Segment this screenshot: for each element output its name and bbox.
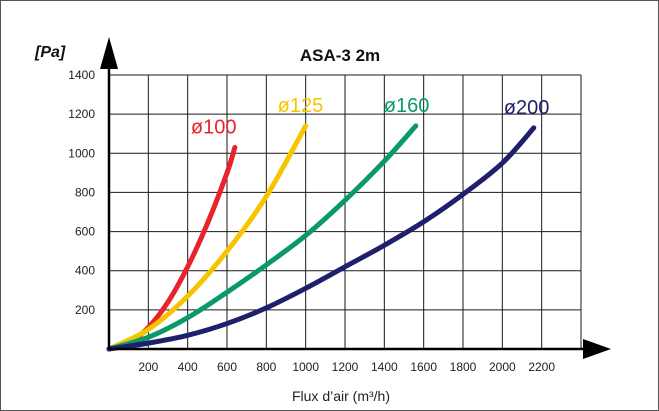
x-tick-label: 1200: [332, 360, 359, 374]
y-tick-label: 1400: [68, 68, 95, 82]
x-tick-label: 2200: [528, 360, 555, 374]
y-tick-label: 600: [75, 225, 95, 239]
chart-title: ASA-3 2m: [300, 46, 380, 65]
x-axis-label: Flux d’air (m³/h): [292, 388, 390, 404]
y-tick-label: 1000: [68, 146, 95, 160]
x-tick-label: 200: [138, 360, 158, 374]
series-lines: [106, 123, 537, 352]
grid: [109, 74, 582, 349]
axes: [100, 37, 611, 359]
x-tick-label: 800: [256, 360, 276, 374]
series-labels: ø100 ø125 ø160 ø200: [191, 95, 550, 139]
y-tick-label: 800: [75, 185, 95, 199]
series-label: ø160: [384, 95, 430, 117]
x-axis-arrow: [583, 339, 611, 359]
x-tick-label: 400: [178, 360, 198, 374]
tick-labels: 200 400 600 800 1000 1200 1400 1600 1800 2000 2200…: [68, 68, 555, 374]
y-tick-label: 400: [75, 264, 95, 278]
x-tick-label: 2000: [489, 360, 516, 374]
series-line-ø125: [106, 123, 309, 352]
y-axis-label: [Pa]: [34, 44, 66, 61]
x-tick-label: 1000: [292, 360, 319, 374]
series-label: ø125: [278, 95, 324, 117]
y-tick-label: 1200: [68, 107, 95, 121]
series-label: ø200: [504, 97, 550, 119]
series-line-ø160: [106, 123, 419, 352]
series-line-ø200: [106, 125, 537, 352]
series-label: ø100: [191, 116, 237, 138]
series-line-ø100: [106, 144, 238, 352]
y-axis-arrow: [100, 37, 118, 69]
x-tick-label: 1800: [450, 360, 477, 374]
y-tick-label: 200: [75, 303, 95, 317]
x-tick-label: 1400: [371, 360, 398, 374]
x-tick-label: 1600: [410, 360, 437, 374]
x-tick-label: 600: [217, 360, 237, 374]
